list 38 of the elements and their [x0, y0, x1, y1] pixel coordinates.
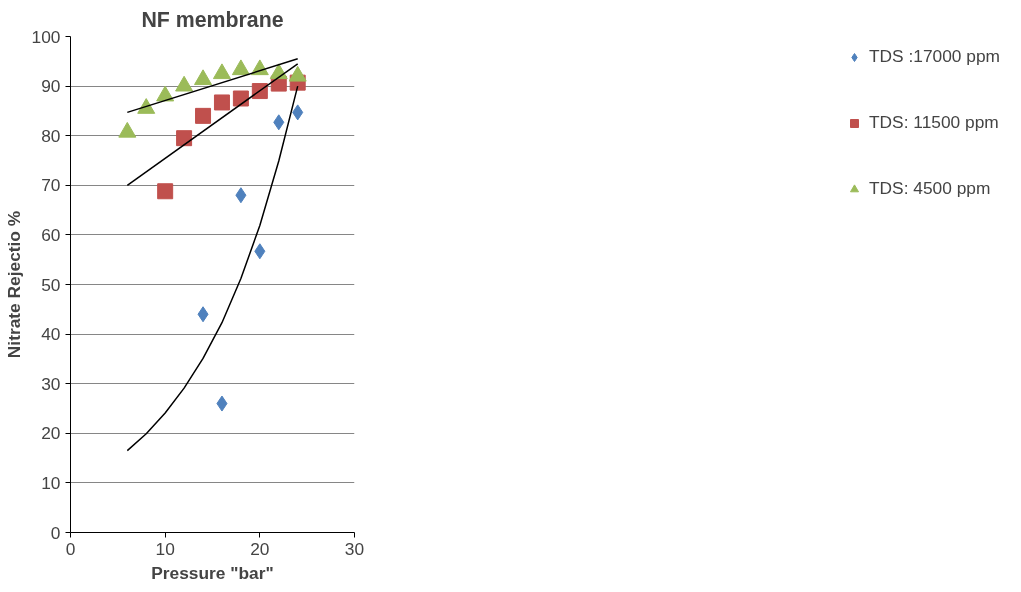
legend-label: TDS: 11500 ppm — [869, 112, 999, 133]
point — [213, 94, 230, 111]
y-axis-title: Nitrate Rejectio % — [3, 210, 24, 359]
point — [288, 65, 307, 82]
y-tick-label: 70 — [41, 175, 61, 196]
legend-label: TDS :17000 ppm — [869, 46, 1000, 67]
y-tick-label: 60 — [41, 224, 61, 245]
y-tick-label: 0 — [50, 522, 61, 543]
y-tick-label: 10 — [41, 472, 61, 493]
point — [292, 104, 304, 121]
y-tick-label: 80 — [41, 125, 61, 146]
x-tick-label: 0 — [65, 538, 76, 559]
point — [197, 306, 209, 323]
legend-label: TDS: 4500 ppm — [869, 178, 991, 199]
x-tick-label: 30 — [344, 538, 365, 559]
point — [118, 121, 137, 138]
point — [235, 187, 247, 204]
point — [254, 243, 266, 260]
point — [195, 107, 212, 124]
point — [175, 75, 194, 92]
point — [273, 114, 285, 131]
point — [216, 395, 228, 412]
point — [157, 183, 174, 200]
y-tick-label: 40 — [41, 324, 61, 345]
point — [212, 63, 231, 80]
point — [231, 59, 250, 76]
point — [194, 69, 213, 86]
x-tick-label: 10 — [155, 538, 175, 559]
x-axis-title: Pressure "bar" — [151, 562, 274, 583]
point — [232, 90, 249, 107]
chart-title: NF membrane — [141, 7, 284, 32]
y-tick-label: 20 — [41, 423, 61, 444]
y-tick-label: 30 — [41, 373, 61, 394]
y-tick-label: 90 — [41, 76, 61, 97]
y-tick-label: 50 — [41, 274, 61, 295]
y-tick-label: 100 — [31, 26, 61, 47]
point — [176, 130, 193, 147]
x-tick-label: 20 — [250, 538, 270, 559]
